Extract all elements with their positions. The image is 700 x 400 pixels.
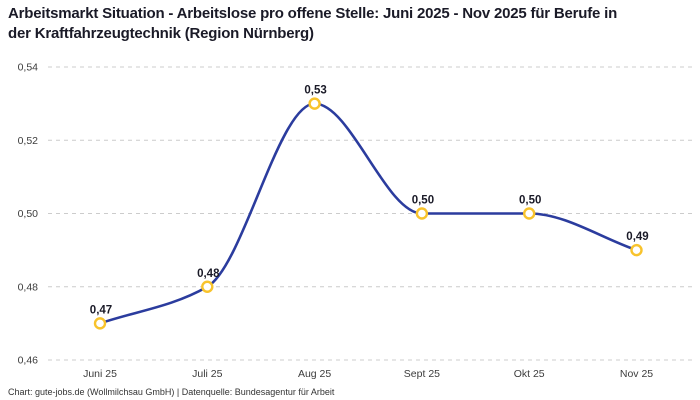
y-tick-label: 0,50 — [18, 208, 39, 220]
x-tick-label: Okt 25 — [514, 368, 545, 380]
data-point-marker — [415, 207, 429, 220]
data-point-marker — [630, 243, 643, 257]
data-point-label: 0,48 — [197, 268, 220, 280]
x-tick-label: Juli 25 — [192, 368, 223, 380]
data-point-marker — [308, 97, 321, 110]
data-point-marker — [93, 317, 107, 330]
data-point-marker — [523, 207, 536, 220]
y-tick-label: 0,48 — [18, 281, 39, 293]
data-point-label: 0,53 — [304, 85, 326, 97]
y-tick-label: 0,54 — [18, 62, 39, 74]
data-point-label: 0,47 — [90, 304, 112, 316]
data-point-marker — [201, 280, 214, 293]
data-point-label: 0,50 — [519, 195, 541, 207]
chart-title: Arbeitsmarkt Situation - Arbeitslose pro… — [8, 5, 618, 43]
chart-credit: Chart: gute-jobs.de (Wollmilchsau GmbH) … — [8, 387, 335, 397]
x-tick-label: Juni 25 — [83, 368, 117, 380]
data-point-label: 0,49 — [626, 231, 648, 243]
x-tick-label: Sept 25 — [404, 368, 440, 380]
y-tick-label: 0,52 — [18, 135, 39, 147]
data-point-label: 0,50 — [412, 195, 434, 207]
x-tick-label: Aug 25 — [298, 368, 331, 380]
y-tick-label: 0,46 — [18, 355, 39, 367]
x-tick-label: Nov 25 — [620, 368, 653, 380]
